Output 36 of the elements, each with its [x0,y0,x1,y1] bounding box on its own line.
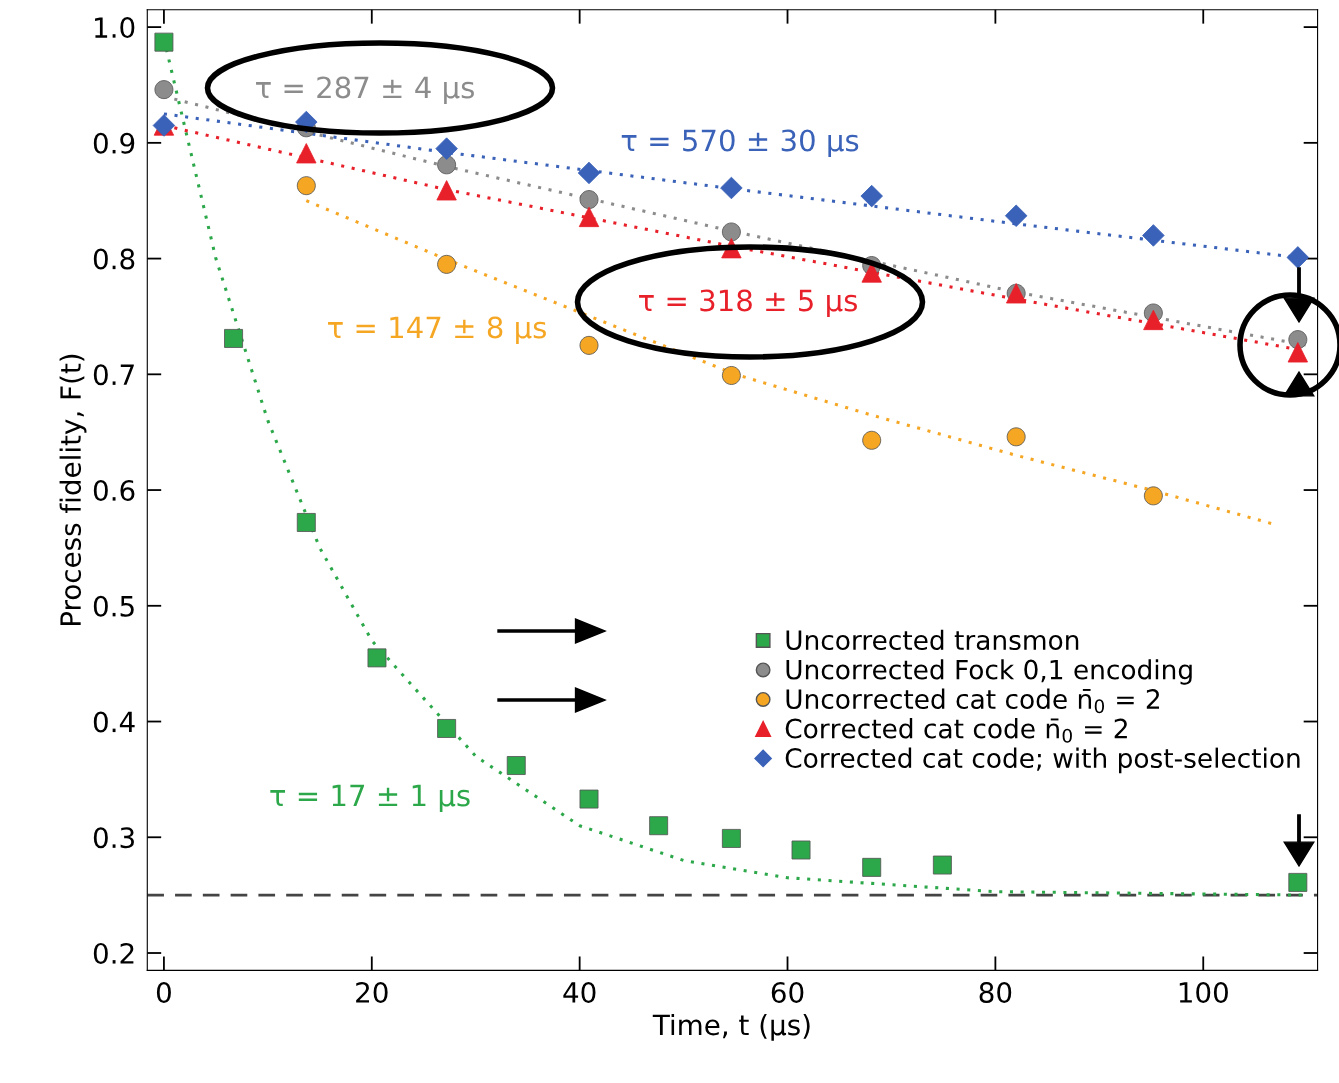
annotation: τ = 147 ± 8 µs [328,316,546,345]
x-tick-label: 20 [356,981,388,1003]
point [367,648,387,668]
y-tick-label: 1.0 [95,17,135,39]
x-tick-label: 80 [979,981,1012,1003]
y-tick-label: 0.3 [93,827,134,849]
x-axis-title: Time, t (µs) [652,1013,810,1041]
point [224,328,243,348]
point [296,513,316,532]
y-tick-label: 0.4 [93,711,135,733]
annotation: τ = 287 ± 4 µs [256,76,474,105]
annotation: τ = 17 ± 1 µs [270,784,470,813]
legend-label: Uncorrected transmon [786,629,1079,651]
y-axis-title: Process fidelity, F(t) [59,354,87,626]
y-tick-label: 0.9 [93,132,135,154]
y-tick-label: 0.2 [93,942,134,964]
x-tick-label: 100 [1179,981,1228,1003]
legend-label: Uncorrected Fock 0,1 encoding [786,659,1192,685]
point [506,756,526,775]
y-tick-label: 0.5 [93,595,134,617]
y-tick-label: 0.7 [93,364,134,386]
x-tick-label: 0 [156,981,171,1003]
y-tick-label: 0.6 [93,479,135,502]
x-tick-label: 60 [771,981,804,1003]
point [862,857,882,877]
x-tick-label: 40 [563,981,596,1003]
legend-label: Corrected cat code; with post-selection [785,747,1300,774]
legend-label: Uncorrected cat code n̄$_{0}$ = 2 [786,688,1160,714]
annotation: τ = 570 ± 30 µs [621,129,859,158]
point [721,828,741,848]
point [649,816,669,836]
y-tick-label: 0.8 [93,248,135,270]
point [1288,872,1308,892]
annotation: τ = 318 ± 5 µs [639,289,857,318]
legend-label: Corrected cat code n̄$_{0}$ = 2 [785,718,1127,743]
point [860,184,883,208]
